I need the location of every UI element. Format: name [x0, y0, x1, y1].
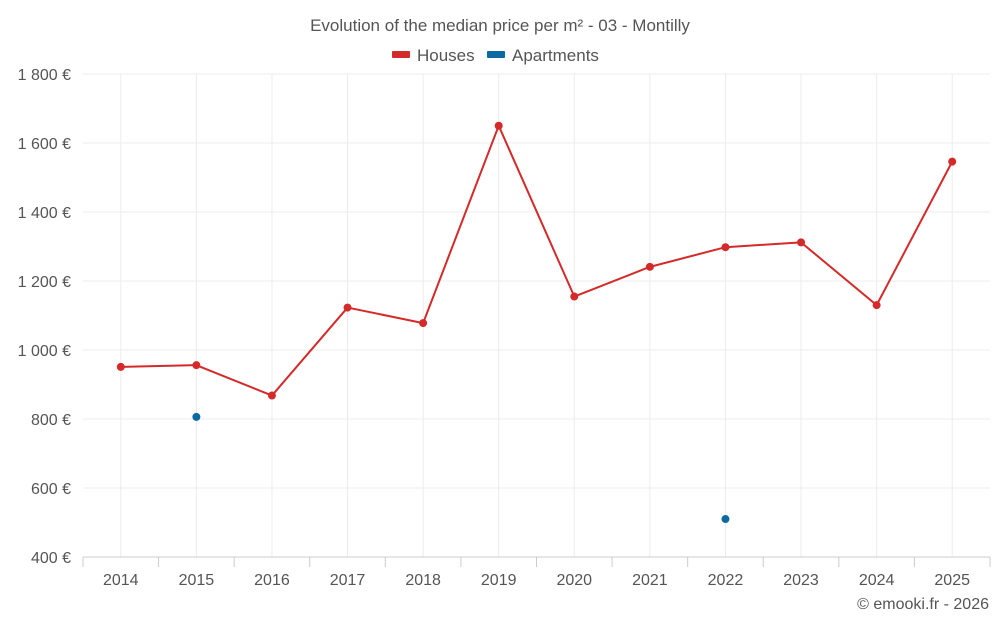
legend-swatch-houses: [392, 51, 410, 58]
series-line-houses: [800, 241, 878, 307]
series-line-houses: [875, 160, 954, 307]
data-point-apartments[interactable]: [721, 515, 730, 524]
y-tick-label: 1 600 €: [18, 136, 71, 153]
series-line-houses: [422, 124, 500, 325]
x-tick-label: 2025: [934, 572, 970, 589]
data-point-houses[interactable]: [343, 303, 352, 312]
y-tick-label: 1 800 €: [18, 67, 71, 84]
x-tick-label: 2024: [859, 572, 895, 589]
series-line-houses: [119, 364, 198, 368]
legend-label-apartments: Apartments: [512, 46, 599, 65]
chart-title: Evolution of the median price per m² - 0…: [310, 16, 690, 35]
y-tick-label: 600 €: [31, 481, 71, 498]
y-tick-label: 1 200 €: [18, 274, 71, 291]
data-point-houses[interactable]: [267, 391, 276, 400]
x-tick-label: 2020: [556, 572, 592, 589]
x-tick-label: 2015: [179, 572, 215, 589]
legend-label-houses: Houses: [417, 46, 475, 65]
data-point-houses[interactable]: [872, 301, 881, 310]
series-line-houses: [195, 364, 273, 397]
data-point-houses[interactable]: [570, 292, 579, 301]
x-tick-label: 2014: [103, 572, 139, 589]
legend-item-apartments[interactable]: Apartments: [487, 46, 599, 65]
series-line-houses: [497, 124, 576, 298]
data-point-houses[interactable]: [721, 243, 730, 252]
series-line-houses: [270, 306, 349, 397]
x-tick-label: 2016: [254, 572, 290, 589]
legend: Houses Apartments: [392, 46, 599, 65]
x-tick-label: 2023: [783, 572, 819, 589]
credit-text: © emooki.fr - 2026: [857, 596, 989, 613]
series-line-houses: [724, 241, 803, 249]
data-point-houses[interactable]: [948, 157, 957, 166]
data-point-apartments[interactable]: [192, 412, 201, 421]
series-line-houses: [648, 246, 727, 268]
x-tick-label: 2018: [405, 572, 441, 589]
data-point-houses[interactable]: [797, 238, 806, 247]
y-tick-label: 1 000 €: [18, 343, 71, 360]
y-tick-label: 400 €: [31, 550, 71, 567]
y-tick-label: 1 400 €: [18, 205, 71, 222]
x-tick-label: 2019: [481, 572, 517, 589]
data-point-houses[interactable]: [192, 361, 201, 370]
legend-item-houses[interactable]: Houses: [392, 46, 475, 65]
series: [116, 121, 957, 524]
data-point-houses[interactable]: [645, 262, 654, 271]
x-tick-label: 2022: [708, 572, 744, 589]
x-tick-label: 2021: [632, 572, 668, 589]
series-line-houses: [573, 265, 651, 298]
grid: [83, 73, 990, 557]
axes: 400 € 600 € 800 € 1 000 € 1 200 € 1 400 € 1 60…: [18, 67, 991, 589]
y-tick-label: 800 €: [31, 412, 71, 429]
data-point-houses[interactable]: [419, 319, 428, 328]
legend-swatch-apartments: [487, 51, 505, 58]
data-point-houses[interactable]: [116, 362, 125, 371]
data-point-houses[interactable]: [494, 121, 503, 130]
series-line-houses: [346, 306, 425, 325]
x-tick-label: 2017: [330, 572, 366, 589]
